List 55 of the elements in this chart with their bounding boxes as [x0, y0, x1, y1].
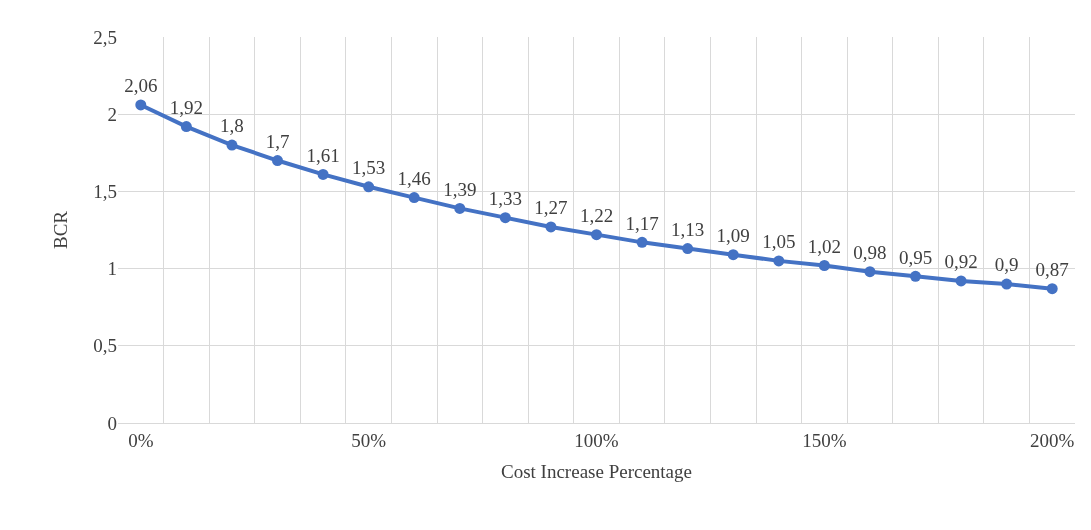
point: [499, 212, 511, 224]
point: [591, 229, 602, 241]
y-tick-label: 0,5: [93, 335, 117, 357]
y-tick-label: 2,5: [93, 26, 117, 48]
point: [864, 266, 876, 278]
point: [135, 99, 147, 111]
point: [454, 202, 466, 214]
data-label: 1,17: [625, 212, 659, 234]
y-tick-label: 2: [107, 103, 117, 125]
data-label: 1,92: [169, 96, 203, 118]
x-tick-label: 100%: [574, 429, 619, 451]
x-tick-label: 0%: [128, 429, 154, 451]
data-label: 1,33: [488, 188, 522, 210]
data-label: 0,95: [898, 246, 933, 268]
data-label: 1,39: [443, 178, 477, 200]
data-label: 1,05: [762, 231, 796, 253]
data-label: 0,98: [853, 242, 887, 264]
point: [682, 243, 694, 255]
data-label: 1,8: [220, 115, 244, 137]
data-label: 1,53: [352, 157, 386, 179]
point: [636, 236, 648, 248]
point: [773, 255, 785, 267]
data-label: 1,09: [716, 225, 750, 247]
y-tick-label: 0: [107, 412, 117, 434]
point: [272, 155, 283, 167]
data-label: 1,61: [306, 144, 340, 166]
point: [818, 260, 830, 272]
point: [1001, 278, 1013, 290]
data-label: 0,87: [1035, 259, 1069, 281]
y-tick-label: 1,5: [93, 181, 117, 203]
y-tick-label: 1: [107, 258, 117, 280]
point: [317, 168, 329, 180]
data-label: 1,27: [534, 197, 568, 219]
x-tick-label: 50%: [351, 429, 387, 451]
data-label: 1,22: [579, 205, 614, 227]
data-label: 1,13: [671, 218, 705, 240]
point: [545, 221, 557, 233]
x-tick-label: 150%: [802, 429, 847, 451]
point: [727, 249, 739, 261]
point: [226, 139, 238, 151]
point: [910, 270, 921, 282]
point: [363, 181, 375, 193]
x-axis-title: Cost Increase Percentage: [501, 460, 692, 482]
data-label: 1,46: [397, 167, 431, 189]
y-axis-title: BCR: [50, 210, 72, 250]
point: [408, 192, 420, 204]
data-label: 2,06: [124, 75, 158, 97]
data-label: 0,9: [994, 254, 1019, 276]
point: [180, 121, 192, 133]
data-label: 0,92: [944, 251, 978, 273]
point: [955, 275, 967, 287]
data-label: 1,02: [807, 235, 841, 257]
point: [1046, 283, 1058, 295]
x-tick-label: 200%: [1030, 429, 1075, 451]
data-label: 1,7: [265, 130, 290, 152]
